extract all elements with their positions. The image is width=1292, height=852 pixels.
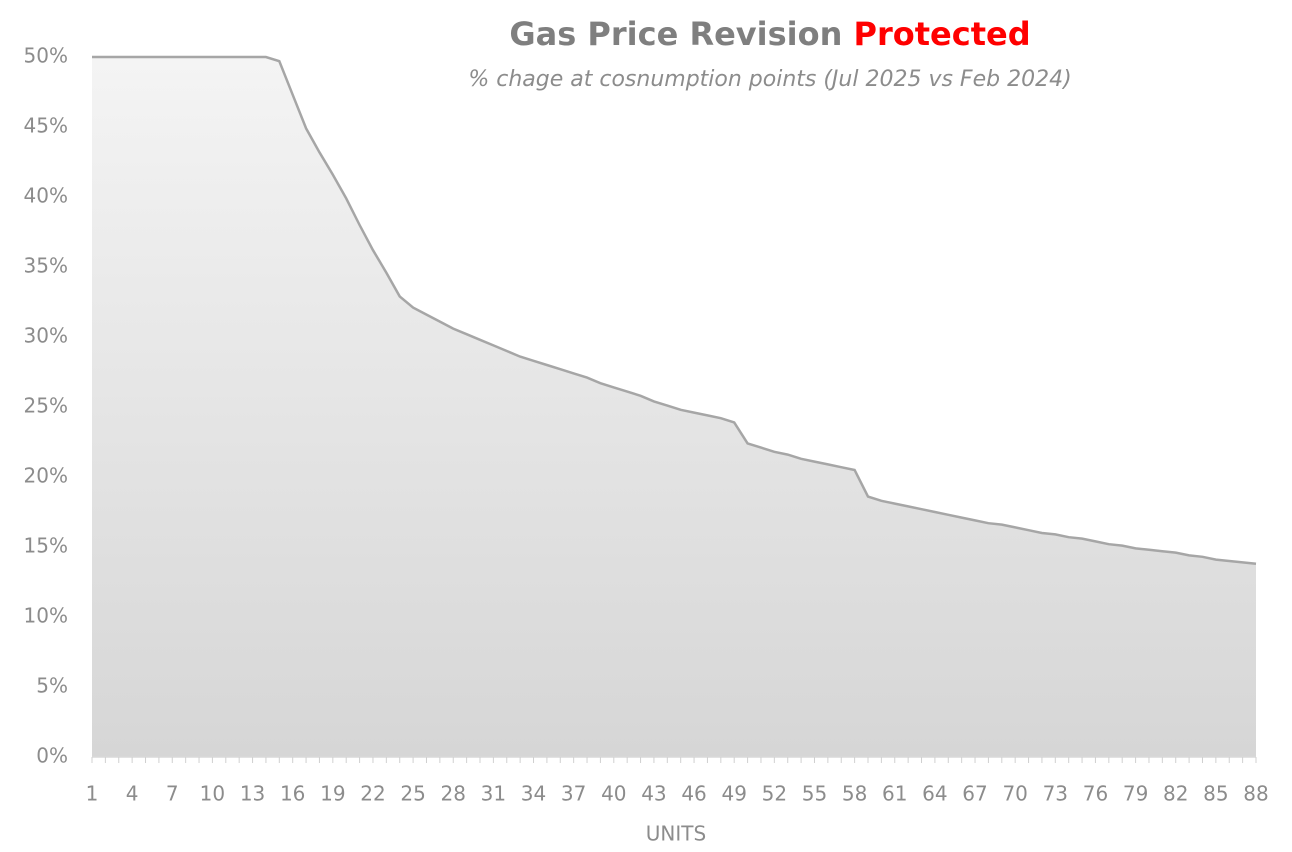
title-main: Gas Price Revision xyxy=(509,15,842,53)
y-tick-label: 20% xyxy=(24,464,68,488)
x-tick-label: 43 xyxy=(641,782,666,806)
x-tick-label: 82 xyxy=(1163,782,1188,806)
y-tick-label: 0% xyxy=(36,744,68,768)
x-tick-label: 40 xyxy=(601,782,626,806)
y-tick-label: 15% xyxy=(24,534,68,558)
x-tick-label: 55 xyxy=(802,782,827,806)
x-tick-label: 19 xyxy=(320,782,345,806)
y-tick-label: 45% xyxy=(24,114,68,138)
x-tick-label: 88 xyxy=(1243,782,1268,806)
x-tick-label: 64 xyxy=(922,782,947,806)
y-tick-label: 5% xyxy=(36,674,68,698)
x-tick-label: 79 xyxy=(1123,782,1148,806)
x-axis-title: UNITS xyxy=(646,822,706,846)
x-tick-label: 46 xyxy=(681,782,706,806)
area-fill xyxy=(92,57,1256,757)
title-highlight: Protected xyxy=(854,15,1031,53)
x-tick-label: 4 xyxy=(126,782,139,806)
x-tick-label: 16 xyxy=(280,782,305,806)
x-tick-label: 70 xyxy=(1002,782,1027,806)
x-tick-label: 31 xyxy=(481,782,506,806)
y-tick-label: 35% xyxy=(24,254,68,278)
y-tick-label: 10% xyxy=(24,604,68,628)
y-tick-label: 40% xyxy=(24,184,68,208)
x-tick-label: 22 xyxy=(360,782,385,806)
chart-subtitle: % chage at cosnumption points (Jul 2025 … xyxy=(468,67,1071,92)
x-tick-label: 58 xyxy=(842,782,867,806)
x-tick-label: 10 xyxy=(200,782,225,806)
area-line xyxy=(92,55,1257,566)
x-tick-label: 25 xyxy=(400,782,425,806)
x-tick-label: 13 xyxy=(240,782,265,806)
x-tick-label: 49 xyxy=(721,782,746,806)
x-tick-label: 61 xyxy=(882,782,907,806)
x-tick-label: 52 xyxy=(762,782,787,806)
x-tick-label: 37 xyxy=(561,782,586,806)
chart-title: Gas Price Revision Protected xyxy=(509,15,1030,53)
x-tick-label: 34 xyxy=(521,782,546,806)
y-tick-label: 30% xyxy=(24,324,68,348)
x-tick-label: 85 xyxy=(1203,782,1228,806)
x-tick-label: 76 xyxy=(1083,782,1108,806)
y-tick-label: 25% xyxy=(24,394,68,418)
x-tick-label: 67 xyxy=(962,782,987,806)
y-tick-label: 50% xyxy=(24,44,68,68)
x-tick-label: 7 xyxy=(166,782,179,806)
x-tick-label: 1 xyxy=(86,782,99,806)
x-tick-label: 28 xyxy=(441,782,466,806)
x-tick-label: 73 xyxy=(1043,782,1068,806)
